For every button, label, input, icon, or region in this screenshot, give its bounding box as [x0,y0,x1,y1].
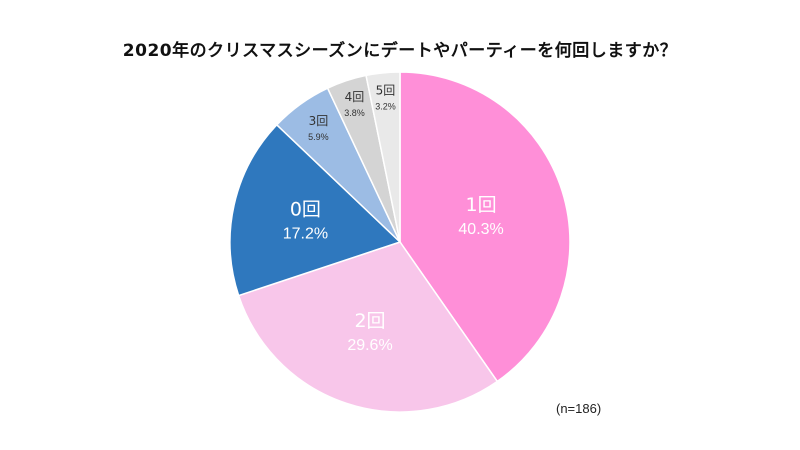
slice-value-label: 40.3% [458,221,503,238]
slice-category-label: 3回 [309,114,329,128]
pie-slice [399,71,571,383]
slice-category-label: 4回 [345,90,365,104]
sample-size-note: (n=186) [556,401,602,416]
slice-value-label: 3.8% [344,108,365,118]
slice-category-label: 2回 [354,310,385,332]
slice-category-label: 0回 [290,199,321,221]
slice-value-label: 17.2% [283,226,328,243]
pie-slices [229,71,571,413]
chart-title: 2020年のクリスマスシーズンにデートやパーティーを何回しますか？ [122,41,678,61]
pie-slice [237,241,499,413]
pie-slice [365,71,401,243]
pie-slice [229,123,402,297]
slice-value-label: 5.9% [308,132,329,142]
pie-labels: 1回 40.3% 2回 29.6% 0回 17.2% 3回 5.9% 4回 3.8% 5回 3.2% [283,83,504,354]
slice-value-label: 29.6% [347,337,392,354]
slice-category-label: 5回 [376,83,396,97]
slice-value-label: 3.2% [375,101,396,111]
slice-category-label: 1回 [466,194,497,216]
